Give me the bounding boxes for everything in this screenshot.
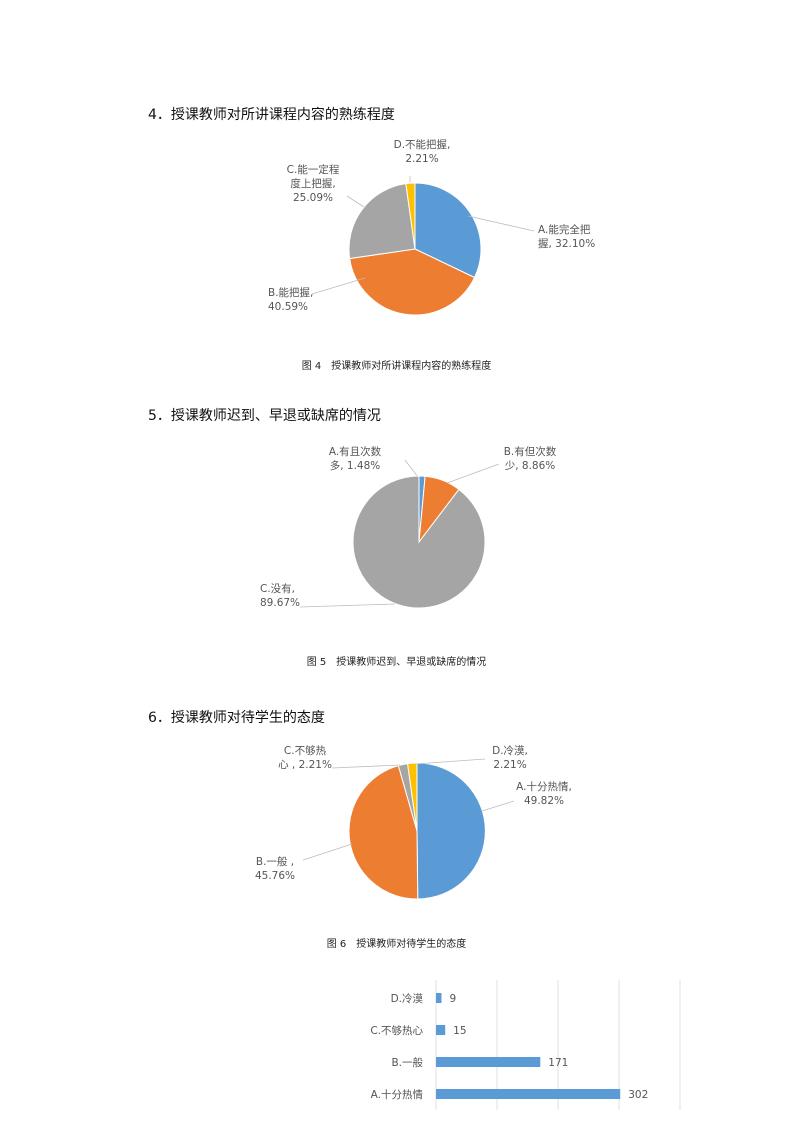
data-label: A.有且次数多, 1.48% xyxy=(329,445,382,472)
pie-slice xyxy=(348,183,416,260)
pie-slice xyxy=(348,764,419,900)
value-label: 15 xyxy=(453,1025,466,1037)
value-label: 9 xyxy=(449,993,456,1005)
value-label: 302 xyxy=(628,1089,648,1101)
data-label: B.有但次数少, 8.86% xyxy=(504,445,557,472)
category-label: B.一般 xyxy=(391,1056,423,1069)
bar xyxy=(436,1025,446,1035)
leader-line xyxy=(311,277,366,295)
figure-5-caption: 图 5 授课教师迟到、早退或缺席的情况 xyxy=(306,657,487,668)
pie-slice xyxy=(352,475,486,609)
section-5-heading: 5．授课教师迟到、早退或缺席的情况 xyxy=(148,408,381,424)
leader-line xyxy=(414,758,486,765)
bar xyxy=(436,1089,621,1099)
figure-6-caption: 图 6 授课教师对待学生的态度 xyxy=(326,939,467,950)
data-label: B.能把握, 40.59% xyxy=(268,286,313,313)
data-label: C.不够热心 , 2.21% xyxy=(278,744,332,771)
section-4-heading: 4．授课教师对所讲课程内容的熟练程度 xyxy=(148,107,395,123)
data-label: D.冷漠, 2.21% xyxy=(492,744,528,771)
bar xyxy=(436,1057,541,1067)
pie-chart-mastery: A.能完全把握, 32.10% B.能把握, 40.59% C.能一定程度上把握, 25… xyxy=(268,138,595,316)
section-6-heading: 6．授课教师对待学生的态度 xyxy=(148,710,325,726)
pie-slice xyxy=(416,762,486,900)
data-label: C.没有, 89.67% xyxy=(260,582,300,609)
pie-slice xyxy=(414,182,482,279)
data-label: B.一般 , 45.76% xyxy=(255,855,295,882)
category-label: D.冷漠 xyxy=(391,992,424,1005)
leader-line xyxy=(404,459,419,478)
data-label: A.能完全把握, 32.10% xyxy=(538,223,595,250)
pie-chart-attitude: A.十分热情, 49.82% B.一般 , 45.76% C.不够热心 , 2.21% D… xyxy=(255,744,572,900)
bar-chart-attitude-counts: 0100200300400D.冷漠9C.不够热心15B.一般171A.十分热情3… xyxy=(370,980,690,1122)
figure-4-caption: 图 4 授课教师对所讲课程内容的熟练程度 xyxy=(301,361,492,372)
category-label: A.十分热情 xyxy=(371,1088,424,1101)
leader-line xyxy=(446,463,500,484)
leader-line xyxy=(299,603,396,608)
data-label: D.不能把握, 2.21% xyxy=(394,138,451,165)
data-label: C.能一定程度上把握, 25.09% xyxy=(287,163,340,204)
pie-chart-attendance: A.有且次数多, 1.48% B.有但次数少, 8.86% C.没有, 89.67% xyxy=(260,445,557,609)
value-label: 171 xyxy=(548,1057,568,1069)
leader-line xyxy=(481,800,515,812)
pie-slice xyxy=(407,762,418,832)
category-label: C.不够热心 xyxy=(370,1024,423,1037)
leader-line xyxy=(346,195,365,208)
pie-slice xyxy=(405,182,416,250)
pie-slice xyxy=(349,248,476,316)
leader-line xyxy=(331,764,401,769)
leader-line xyxy=(302,843,353,861)
data-label: A.十分热情, 49.82% xyxy=(516,780,572,807)
leader-line xyxy=(467,215,535,232)
bar xyxy=(436,993,442,1003)
